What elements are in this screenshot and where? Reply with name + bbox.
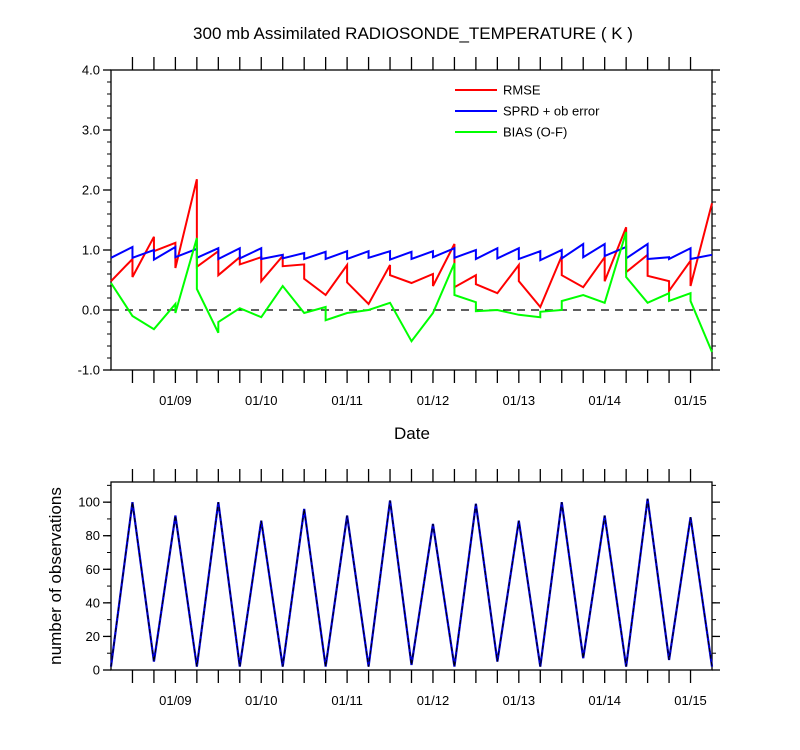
legend-label-0: RMSE <box>503 83 541 98</box>
top-y-tick-label: 1.0 <box>82 243 100 258</box>
bottom-y-tick-label: 100 <box>78 495 100 510</box>
bottom-x-tick-label: 01/14 <box>588 693 621 708</box>
bottom-x-tick-label: 01/15 <box>674 693 707 708</box>
top-plot-area: -1.0 0.0 1.0 2.0 3.0 4.0 01/09 01/10 01/11 01/12 0… <box>78 57 720 408</box>
top-y-tick-label: 4.0 <box>82 63 100 78</box>
top-x-tick-label: 01/15 <box>674 393 707 408</box>
bottom-y-tick-label: 20 <box>86 629 100 644</box>
top-series-0 <box>110 178 713 309</box>
bottom-series-0 <box>109 498 714 667</box>
top-y-tick-label: 3.0 <box>82 123 100 138</box>
top-y-tick-label: 2.0 <box>82 183 100 198</box>
top-chart-xlabel: Date <box>394 424 430 443</box>
top-x-tick-label: 01/11 <box>331 393 363 408</box>
top-x-tick-label: 01/13 <box>503 393 536 408</box>
bottom-x-tick-label: 01/09 <box>159 693 192 708</box>
legend-label-2: BIAS (O-F) <box>503 125 567 140</box>
bottom-plot-area: 0 20 40 60 80 100 01/09 01/10 01/11 01/12 01/13 01/… <box>78 469 720 708</box>
top-x-tick-label: 01/12 <box>417 393 450 408</box>
bottom-x-tick-label: 01/13 <box>503 693 536 708</box>
top-y-tick-label: 0.0 <box>82 303 100 318</box>
bottom-y-tick-label: 60 <box>86 562 100 577</box>
top-x-tick-label: 01/10 <box>245 393 278 408</box>
bottom-y-tick-label: 40 <box>86 595 100 610</box>
bottom-chart-ylabel: number of observations <box>46 487 65 665</box>
bottom-x-tick-label: 01/11 <box>331 693 363 708</box>
legend-label-1: SPRD + ob error <box>503 104 600 119</box>
top-frame <box>110 69 713 371</box>
top-chart-title: 300 mb Assimilated RADIOSONDE_TEMPERATUR… <box>193 24 633 43</box>
top-y-tick-label: -1.0 <box>78 363 100 378</box>
top-series-1 <box>110 242 713 262</box>
bottom-y-tick-label: 80 <box>86 528 100 543</box>
bottom-x-tick-label: 01/12 <box>417 693 450 708</box>
top-x-tick-label: 01/14 <box>588 393 621 408</box>
bottom-x-tick-label: 01/10 <box>245 693 278 708</box>
bottom-series-1 <box>110 498 713 667</box>
top-series-2 <box>110 231 713 353</box>
bottom-y-tick-label: 0 <box>93 663 100 678</box>
top-x-tick-label: 01/09 <box>159 393 192 408</box>
